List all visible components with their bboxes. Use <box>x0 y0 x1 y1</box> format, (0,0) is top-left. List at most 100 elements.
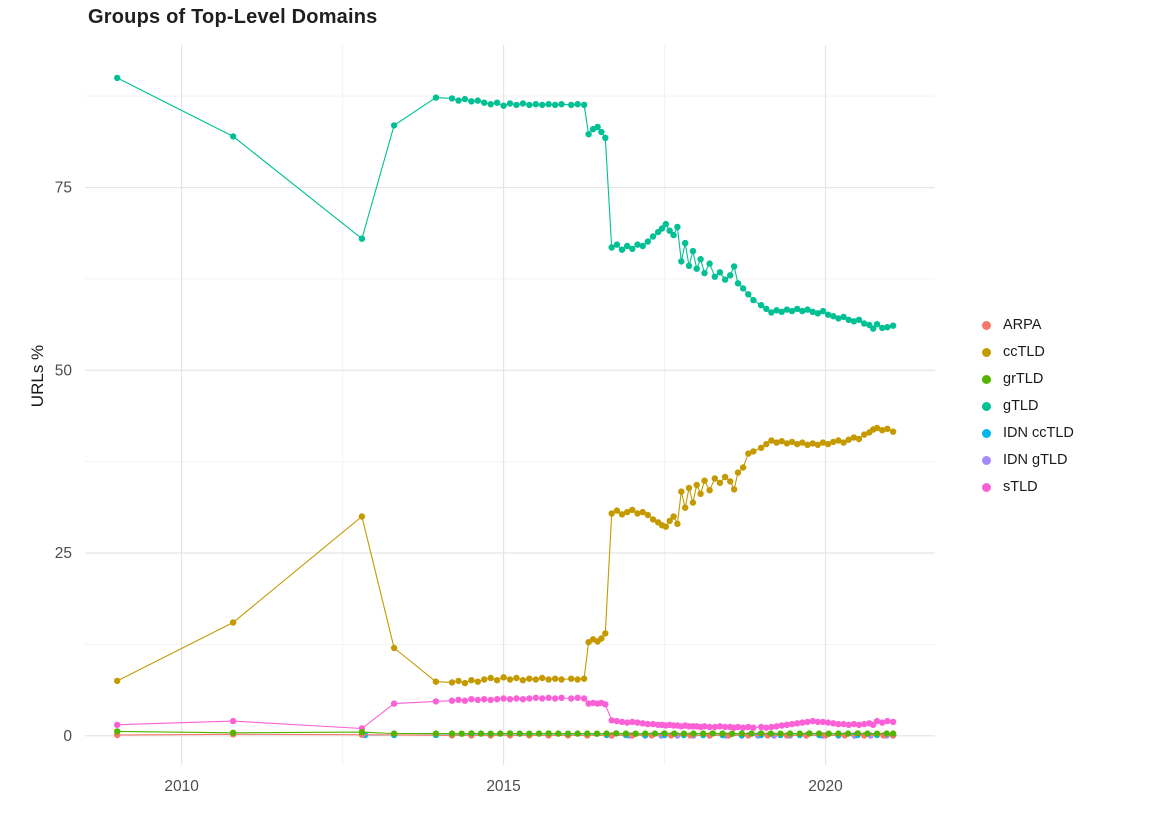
data-point-cctld <box>448 679 456 686</box>
data-point-gtld <box>580 101 588 109</box>
data-point-stld <box>711 723 718 731</box>
data-point-gtld <box>678 258 685 265</box>
legend-label-idn-gtld: IDN gTLD <box>1003 452 1068 468</box>
data-point-stld <box>788 720 796 728</box>
data-point-stld <box>734 723 742 731</box>
data-point-gtld <box>468 98 475 105</box>
data-point-cctld <box>519 677 527 684</box>
data-point-stld <box>778 722 785 729</box>
data-point-cctld <box>814 441 821 448</box>
data-point-cctld <box>558 676 565 683</box>
data-point-stld <box>855 721 863 728</box>
data-point-grtld <box>729 730 736 737</box>
data-point-gtld <box>734 280 742 287</box>
data-point-gtld <box>662 220 669 228</box>
data-point-grtld <box>844 730 852 737</box>
data-point-stld <box>500 695 507 702</box>
data-point-stld <box>879 719 886 726</box>
data-point-grtld <box>651 730 659 737</box>
data-point-stld <box>804 718 811 726</box>
data-point-cctld <box>666 517 673 525</box>
data-point-stld <box>474 696 481 704</box>
data-point-gtld <box>701 269 708 277</box>
data-point-gtld <box>840 313 847 321</box>
data-point-gtld <box>594 123 601 131</box>
data-point-stld <box>768 723 775 731</box>
data-point-stld <box>814 718 821 726</box>
data-point-cctld <box>526 675 533 682</box>
data-point-grtld <box>535 730 543 737</box>
data-point-cctld <box>804 441 811 448</box>
y-tick-label: 75 <box>55 180 72 197</box>
data-point-cctld <box>693 481 700 489</box>
data-point-gtld <box>750 296 757 304</box>
data-point-gtld <box>845 316 852 323</box>
data-point-cctld <box>850 434 858 441</box>
data-point-stld <box>799 719 806 726</box>
data-point-gtld <box>739 285 747 292</box>
data-point-gtld <box>506 100 514 107</box>
data-point-gtld <box>618 246 626 253</box>
data-point-gtld <box>763 305 770 313</box>
data-point-grtld <box>642 730 649 737</box>
data-point-cctld <box>468 677 475 684</box>
data-point-stld <box>519 696 527 703</box>
data-point-gtld <box>879 324 886 332</box>
data-point-stld <box>639 720 646 727</box>
data-point-gtld <box>613 241 621 248</box>
series-gtld <box>114 74 897 332</box>
data-point-grtld <box>806 730 813 737</box>
legend-item-stld: sTLD <box>978 478 1074 496</box>
data-point-cctld <box>716 479 724 486</box>
data-point-stld <box>574 694 581 701</box>
data-point-gtld <box>870 325 877 332</box>
data-point-cctld <box>835 437 842 444</box>
data-point-gtld <box>487 101 494 108</box>
data-point-cctld <box>778 438 785 445</box>
data-point-cctld <box>629 506 636 514</box>
data-point-cctld <box>682 504 689 511</box>
data-point-cctld <box>481 676 488 683</box>
data-point-grtld <box>390 730 398 737</box>
data-point-stld <box>551 695 559 702</box>
data-point-cctld <box>539 674 546 682</box>
data-point-cctld <box>506 676 514 683</box>
legend-label-gtld: gTLD <box>1003 398 1039 414</box>
data-point-gtld <box>670 231 677 239</box>
data-point-grtld <box>229 729 237 736</box>
data-point-cctld <box>474 678 481 685</box>
data-point-grtld <box>555 730 562 737</box>
data-point-gtld <box>585 131 592 138</box>
data-point-grtld <box>593 730 601 737</box>
data-point-gtld <box>884 324 891 331</box>
data-point-stld <box>794 720 801 727</box>
data-point-grtld <box>757 730 765 737</box>
data-point-cctld <box>551 675 559 682</box>
series-line-gtld <box>116 77 894 330</box>
data-point-gtld <box>674 223 681 231</box>
data-point-stld <box>114 721 121 728</box>
data-point-cctld <box>824 440 832 448</box>
data-point-grtld <box>545 730 552 737</box>
data-point-grtld <box>574 730 581 737</box>
data-point-gtld <box>114 74 121 82</box>
data-point-stld <box>649 720 657 728</box>
legend-item-gtld: gTLD <box>978 397 1074 415</box>
data-point-cctld <box>487 674 494 682</box>
data-point-grtld <box>526 730 533 737</box>
data-point-cctld <box>639 508 646 516</box>
legend-item-arpa: ARPA <box>978 316 1074 334</box>
data-point-grtld <box>661 730 668 737</box>
data-point-stld <box>526 695 533 702</box>
data-point-cctld <box>644 511 651 519</box>
data-point-gtld <box>574 101 581 108</box>
data-point-stld <box>773 723 780 730</box>
data-point-gtld <box>757 302 765 309</box>
data-point-gtld <box>682 239 689 247</box>
data-point-gtld <box>835 315 842 322</box>
data-point-cctld <box>455 677 462 685</box>
data-point-gtld <box>819 307 827 315</box>
data-point-stld <box>545 694 552 701</box>
data-point-stld <box>850 720 858 728</box>
data-point-gtld <box>783 306 791 313</box>
